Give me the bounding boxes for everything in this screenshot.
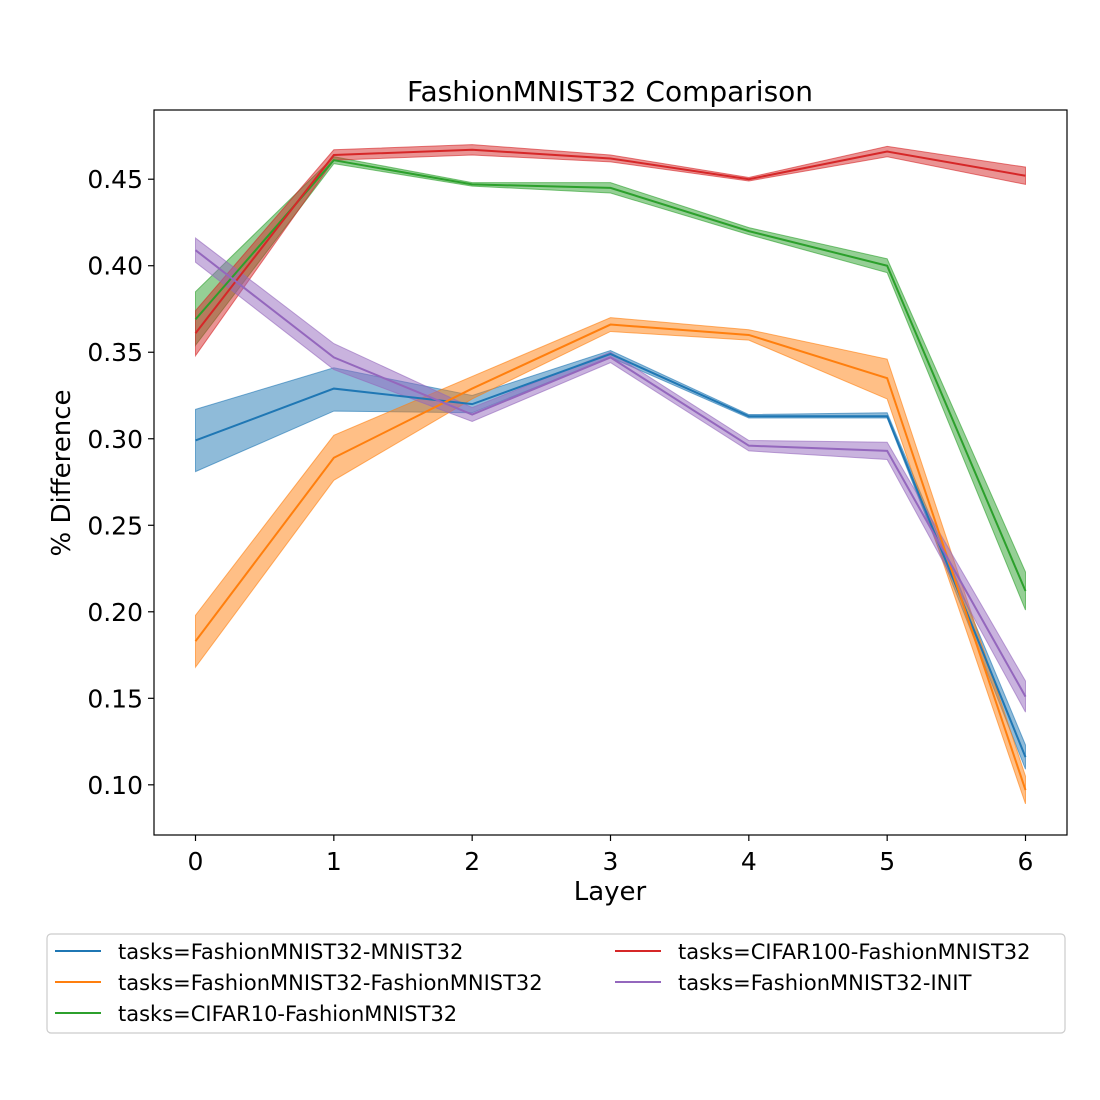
y-axis: 0.10 0.15 0.20 0.25 0.30 0.35 0.40 0.45: [87, 165, 154, 800]
chart-title: FashionMNIST32 Comparison: [407, 75, 813, 108]
x-tick-label: 1: [326, 847, 342, 876]
confidence-band-2: [195, 317, 1026, 805]
confidence-band-4: [195, 144, 1026, 358]
x-tick-label: 6: [1018, 847, 1034, 876]
series-line-2: [194, 323, 1027, 791]
series-line-5: [194, 249, 1027, 698]
confidence-band-1: [195, 349, 1026, 770]
y-tick-label: 0.15: [87, 684, 143, 713]
y-tick-label: 0.25: [87, 511, 143, 540]
series-lines: [194, 148, 1027, 791]
legend: tasks=FashionMNIST32-MNIST32 tasks=Fashio…: [46, 933, 1066, 1034]
x-axis-title: Layer: [574, 877, 647, 907]
x-axis: 0 1 2 3 4 5 6: [188, 835, 1034, 876]
x-tick-label: 5: [879, 847, 895, 876]
series-line-4: [194, 148, 1026, 334]
legend-label-3: tasks=CIFAR10-FashionMNIST32: [118, 1002, 457, 1026]
y-tick-label: 0.20: [87, 598, 143, 627]
x-tick-label: 3: [603, 847, 619, 876]
confidence-bands: [195, 144, 1026, 805]
y-tick-label: 0.45: [87, 165, 143, 194]
legend-label-2: tasks=FashionMNIST32-FashionMNIST32: [118, 971, 543, 995]
legend-box: [46, 933, 1066, 1034]
y-axis-title: % Difference: [47, 389, 77, 556]
series-line-3: [194, 159, 1027, 592]
x-tick-label: 0: [188, 847, 204, 876]
series-line-1: [195, 352, 1027, 758]
legend-label-1: tasks=FashionMNIST32-MNIST32: [118, 940, 463, 964]
y-tick-label: 0.35: [87, 338, 143, 367]
y-tick-label: 0.10: [87, 771, 143, 800]
confidence-band-3: [195, 156, 1026, 611]
legend-label-5: tasks=FashionMNIST32-INIT: [678, 971, 972, 995]
confidence-band-5: [195, 237, 1026, 713]
x-tick-label: 4: [741, 847, 757, 876]
x-tick-label: 2: [464, 847, 480, 876]
y-tick-label: 0.40: [87, 252, 143, 281]
y-tick-label: 0.30: [87, 425, 143, 454]
legend-label-4: tasks=CIFAR100-FashionMNIST32: [678, 940, 1031, 964]
